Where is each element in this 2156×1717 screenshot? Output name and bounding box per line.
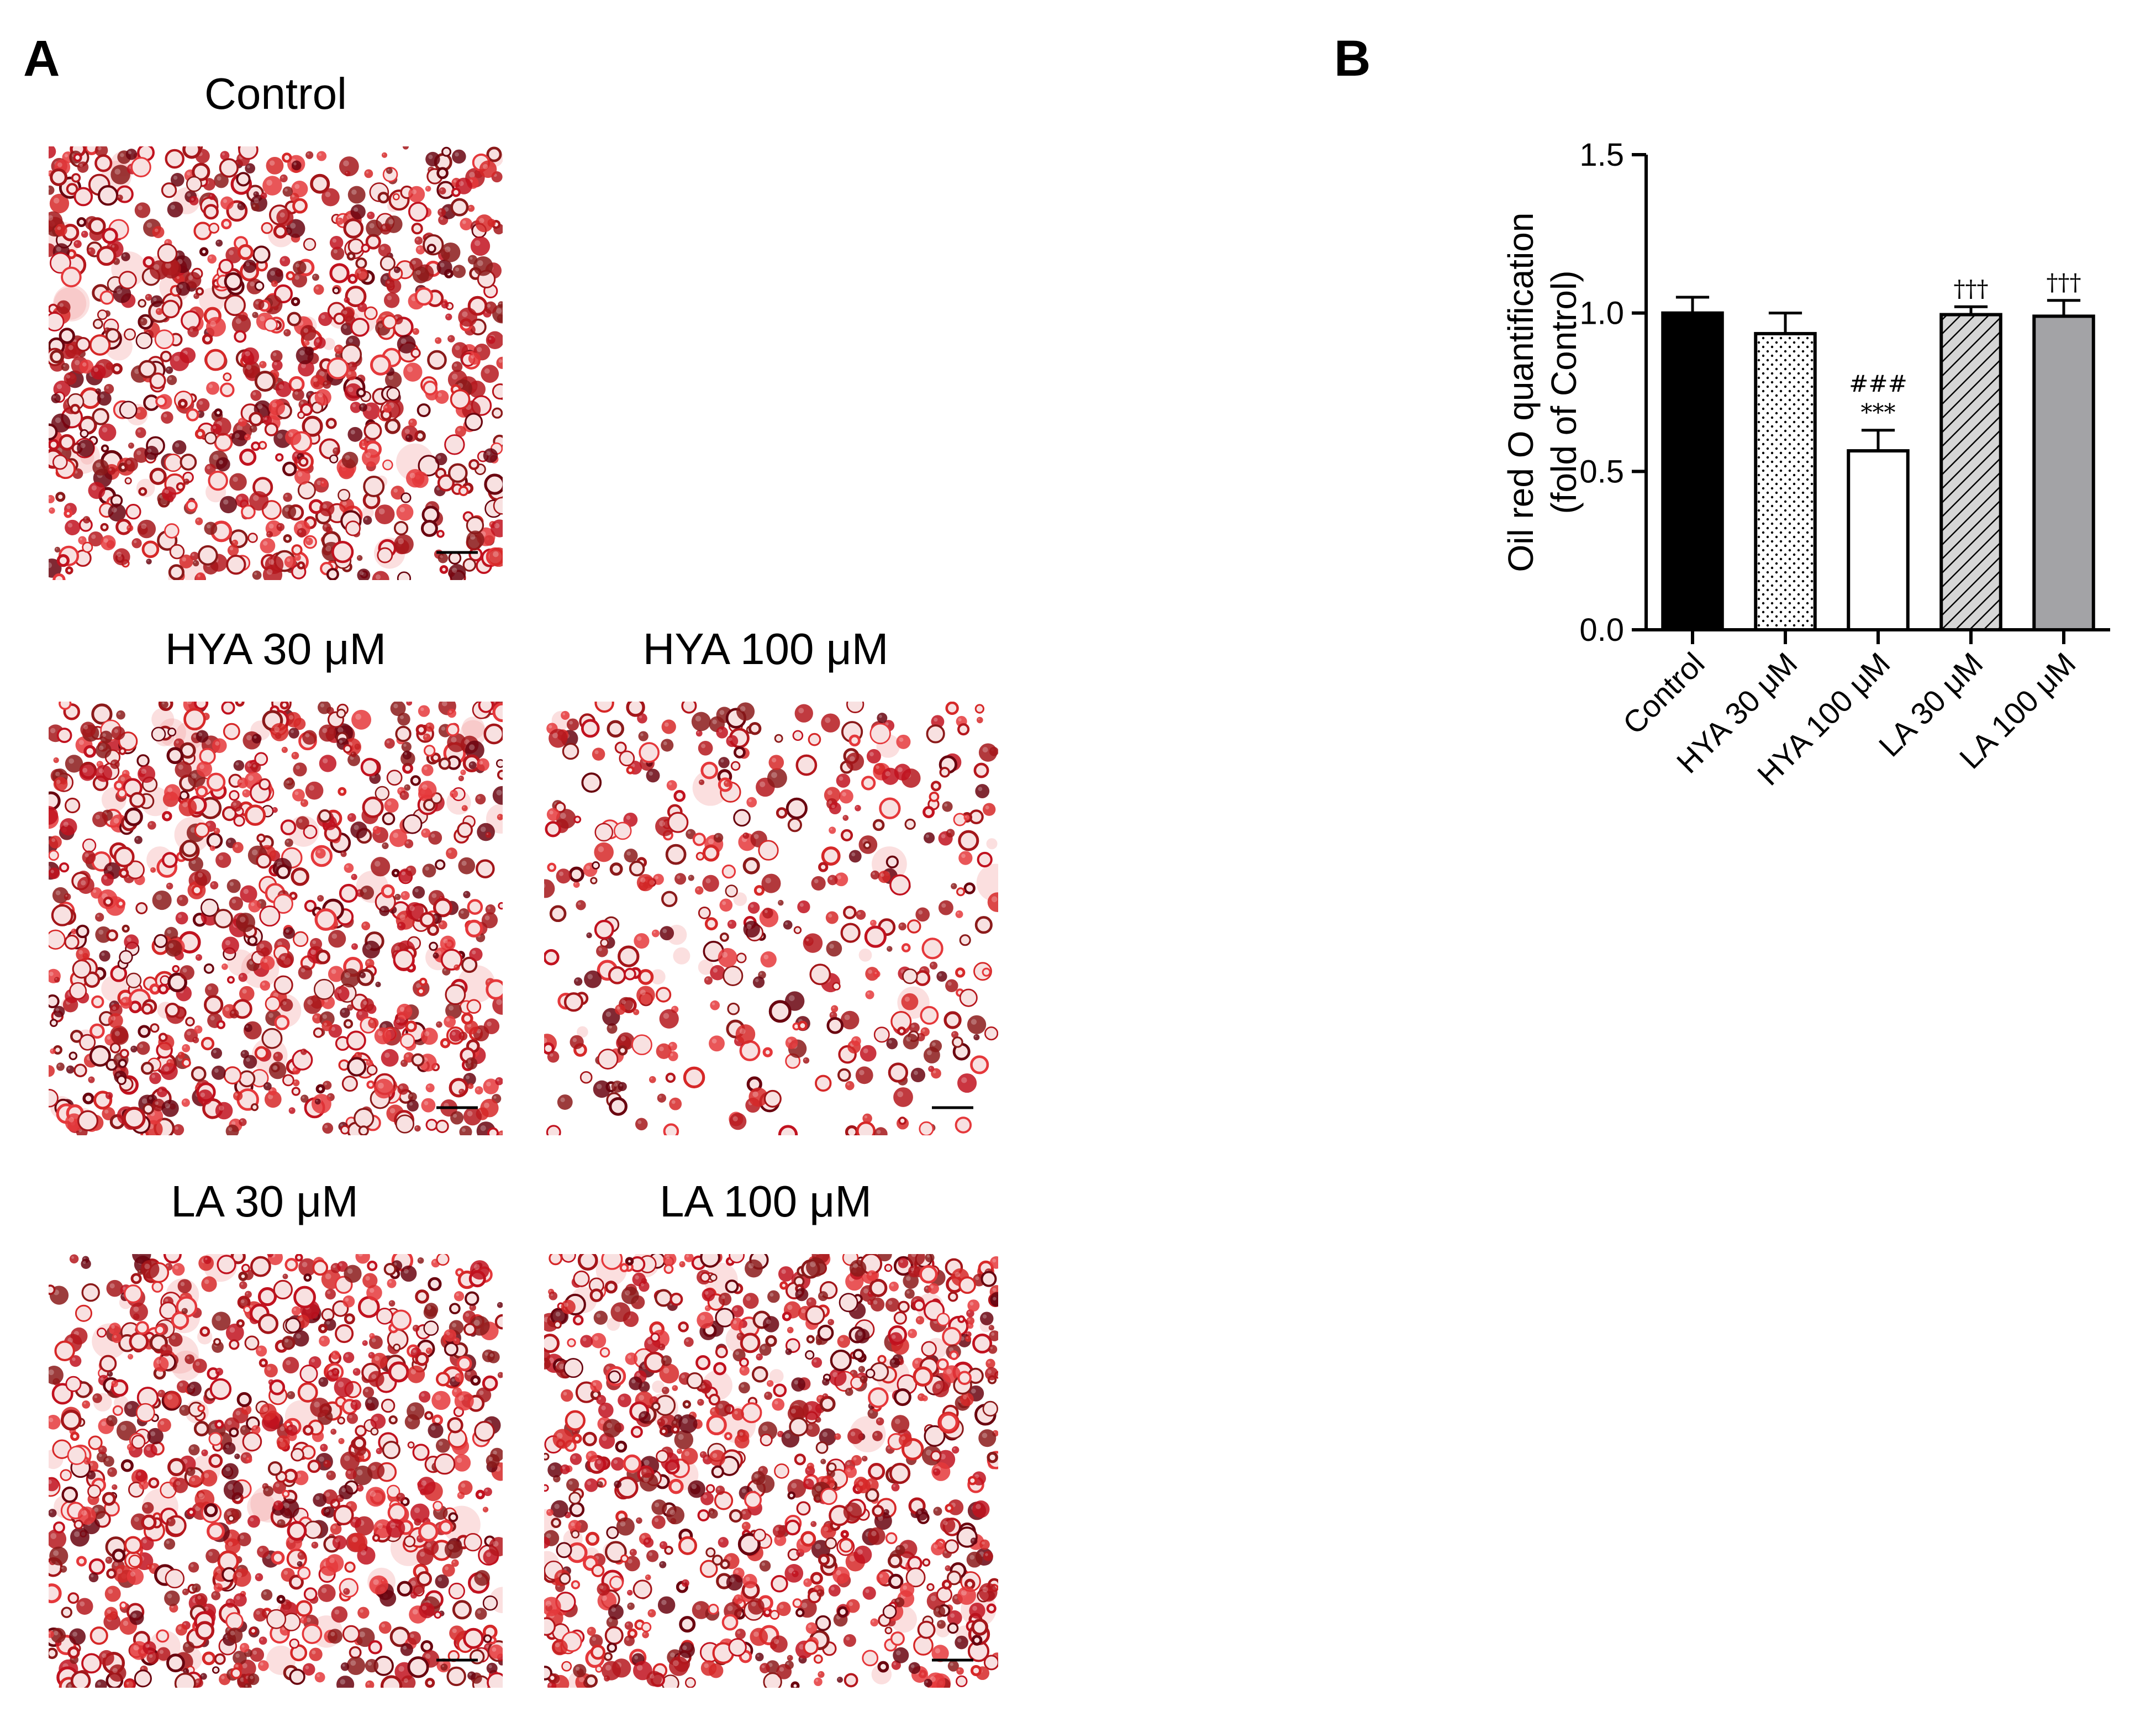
panel-a-letter: A — [23, 30, 60, 87]
micrograph-la-100 — [544, 1254, 998, 1688]
significance-marker: ††† — [2047, 269, 2081, 296]
bar-la-30-m — [1939, 313, 2002, 631]
image-title-la-30: LA 30 μM — [171, 1177, 359, 1226]
micrograph-hya-30 — [49, 702, 503, 1135]
y-tick-label: 1.0 — [1579, 296, 1624, 331]
image-title-hya-100: HYA 100 μM — [642, 624, 889, 673]
y-tick-label: 0.5 — [1579, 454, 1624, 489]
y-axis-label: Oil red O quantification(fold of Control… — [1501, 213, 1584, 572]
micrograph-hya-100 — [544, 702, 998, 1135]
micrograph-texture — [544, 702, 998, 1135]
micrograph-texture — [49, 702, 503, 1135]
bar-chart: Oil red O quantification(fold of Control… — [1501, 137, 2110, 792]
y-tick-label: 0.0 — [1579, 612, 1624, 648]
bar-hya-100-m — [1847, 449, 1910, 631]
y-tick-label: 1.5 — [1579, 137, 1624, 173]
micrograph-texture — [544, 1254, 998, 1688]
bar-la-100-m — [2032, 314, 2095, 631]
significance-marker: *** — [1861, 399, 1896, 426]
image-title-hya-30: HYA 30 μM — [165, 624, 387, 673]
micrograph-control — [49, 146, 503, 580]
micrograph-la-30 — [49, 1254, 503, 1688]
micrograph-texture — [49, 146, 503, 580]
image-title-control: Control — [204, 69, 347, 118]
x-tick-label: Control — [1616, 646, 1711, 741]
panel-b-letter: B — [1334, 30, 1371, 87]
significance-marker: ### — [1849, 370, 1907, 397]
micrograph-texture — [49, 1254, 503, 1688]
bar-control — [1661, 311, 1724, 631]
image-title-la-100: LA 100 μM — [659, 1177, 872, 1226]
bar-hya-30-m — [1754, 331, 1817, 631]
significance-marker: ††† — [1954, 275, 1989, 302]
